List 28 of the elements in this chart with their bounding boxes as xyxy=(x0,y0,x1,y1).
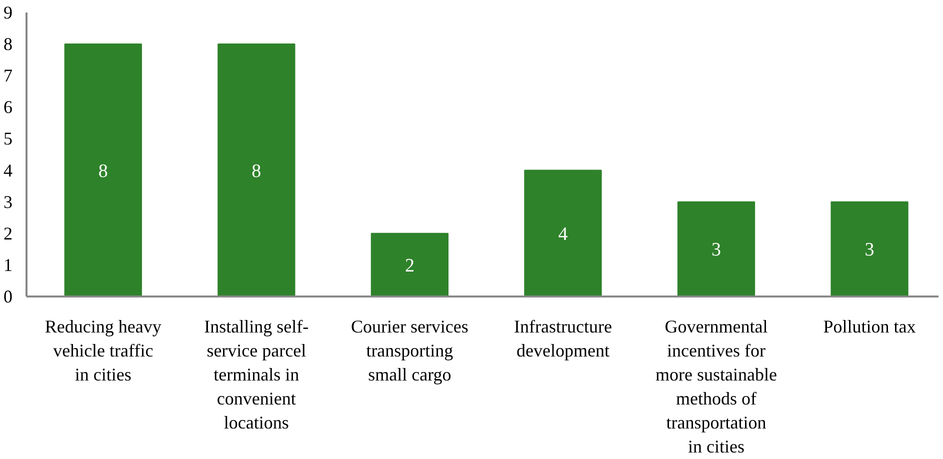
y-tick-label: 8 xyxy=(4,34,12,54)
y-tick-label: 3 xyxy=(4,192,12,212)
y-tick-label: 1 xyxy=(4,254,12,275)
y-tick-label: 0 xyxy=(4,286,12,306)
y-tick-label: 6 xyxy=(4,97,12,118)
x-tick-label: Governmental incentives for more sustainable methods of transportation in cities xyxy=(656,316,777,456)
y-tick-label: 4 xyxy=(4,160,12,180)
bar xyxy=(524,170,602,296)
x-tick-label: Installing self-service parcel terminals in convenient locations xyxy=(204,316,309,432)
data-label: 4 xyxy=(558,224,568,245)
y-tick-label: 9 xyxy=(4,2,12,22)
y-tick-label: 2 xyxy=(4,223,12,244)
bar xyxy=(677,201,756,296)
bar xyxy=(64,44,142,296)
data-label: 8 xyxy=(252,160,262,182)
x-tick-label: Infrastructure development xyxy=(514,316,612,360)
data-label: 3 xyxy=(864,240,874,261)
data-label: 2 xyxy=(404,255,414,276)
y-tick-label: 7 xyxy=(4,66,12,86)
data-label: 8 xyxy=(98,160,108,182)
bar xyxy=(218,44,296,296)
bar xyxy=(830,201,908,296)
bar xyxy=(370,232,449,296)
x-tick-label: Reducing heavy vehicle traffic in cities xyxy=(44,316,162,384)
x-tick-label: Pollution tax xyxy=(823,316,916,336)
data-label: 3 xyxy=(712,240,721,261)
y-tick-label: 5 xyxy=(4,128,12,149)
x-tick-label: Courier services transporting small cargo xyxy=(350,316,468,384)
